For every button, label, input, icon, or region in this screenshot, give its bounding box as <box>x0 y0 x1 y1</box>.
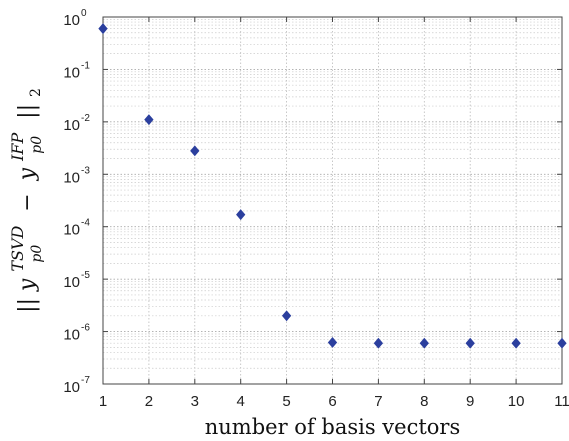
y-tick-label: 10 <box>63 327 80 344</box>
y-tick-label-exponent: -2 <box>81 113 90 124</box>
x-tick-label: 6 <box>328 393 336 410</box>
data-point <box>373 337 384 349</box>
y-tick-label: 10 <box>63 274 80 291</box>
y-tick-label-exponent: -6 <box>81 323 90 334</box>
ylabel-sup-tsvd: TSVD <box>8 225 27 271</box>
data-point <box>511 337 521 349</box>
data-point <box>327 336 338 348</box>
data-point <box>98 23 108 35</box>
y-tick-label: 10 <box>63 64 80 81</box>
ylabel-sub-p0-2: p0 <box>29 136 45 154</box>
x-axis-label: number of basis vectors <box>205 415 461 439</box>
data-point <box>281 310 292 322</box>
x-tick-label: 5 <box>282 393 290 410</box>
ylabel-open-bars: || <box>15 298 40 313</box>
y-tick-label: 10 <box>63 117 80 134</box>
data-point <box>557 337 567 349</box>
ylabel-minus: − <box>15 193 40 211</box>
y-tick-label-exponent: -7 <box>81 375 90 386</box>
x-tick-label: 11 <box>554 393 569 410</box>
x-tick-label: 2 <box>145 393 153 410</box>
y-tick-label: 10 <box>63 379 80 396</box>
y-tick-label: 10 <box>63 169 80 186</box>
y-tick-label: 10 <box>63 12 80 29</box>
x-tick-label: 10 <box>508 393 525 410</box>
x-tick-label: 3 <box>191 393 199 410</box>
ylabel-sub-p0-1: p0 <box>29 245 45 263</box>
axis-ticks <box>102 16 563 385</box>
x-tick-label: 4 <box>237 393 245 410</box>
data-point <box>465 337 475 349</box>
ylabel-y2: y <box>15 167 40 181</box>
y-tick-label: 10 <box>63 222 80 239</box>
data-point <box>419 337 429 349</box>
data-point <box>144 114 154 126</box>
y-tick-label-exponent: 0 <box>81 8 87 19</box>
y-tick-label-exponent: -4 <box>81 218 90 229</box>
x-tick-label: 9 <box>466 393 474 410</box>
ylabel-y1: y <box>15 278 40 292</box>
y-tick-label-exponent: -1 <box>81 60 90 71</box>
ylabel-sup-ifp: IFP <box>8 132 27 161</box>
ylabel-norm-sub: 2 <box>28 88 44 97</box>
grid-lines <box>102 16 563 385</box>
y-tick-label-exponent: -5 <box>81 270 90 281</box>
x-tick-labels: 1 2 3 4 5 6 7 8 9 10 11 <box>99 393 569 410</box>
y-axis-label: || y TSVD p0 − y IFP p0 || 2 <box>4 88 47 313</box>
y-tick-label-exponent: -3 <box>81 165 90 176</box>
ylabel-close-bars: || <box>15 104 40 119</box>
data-point <box>190 145 200 157</box>
x-tick-label: 1 <box>99 393 107 410</box>
data-points <box>98 23 567 349</box>
svg-text:|| y TSVD p0: || y TSVD p0 − y IFP p0 || 2 <box>4 88 47 313</box>
x-tick-label: 8 <box>420 393 428 410</box>
data-point <box>236 209 246 221</box>
x-tick-label: 7 <box>374 393 382 410</box>
